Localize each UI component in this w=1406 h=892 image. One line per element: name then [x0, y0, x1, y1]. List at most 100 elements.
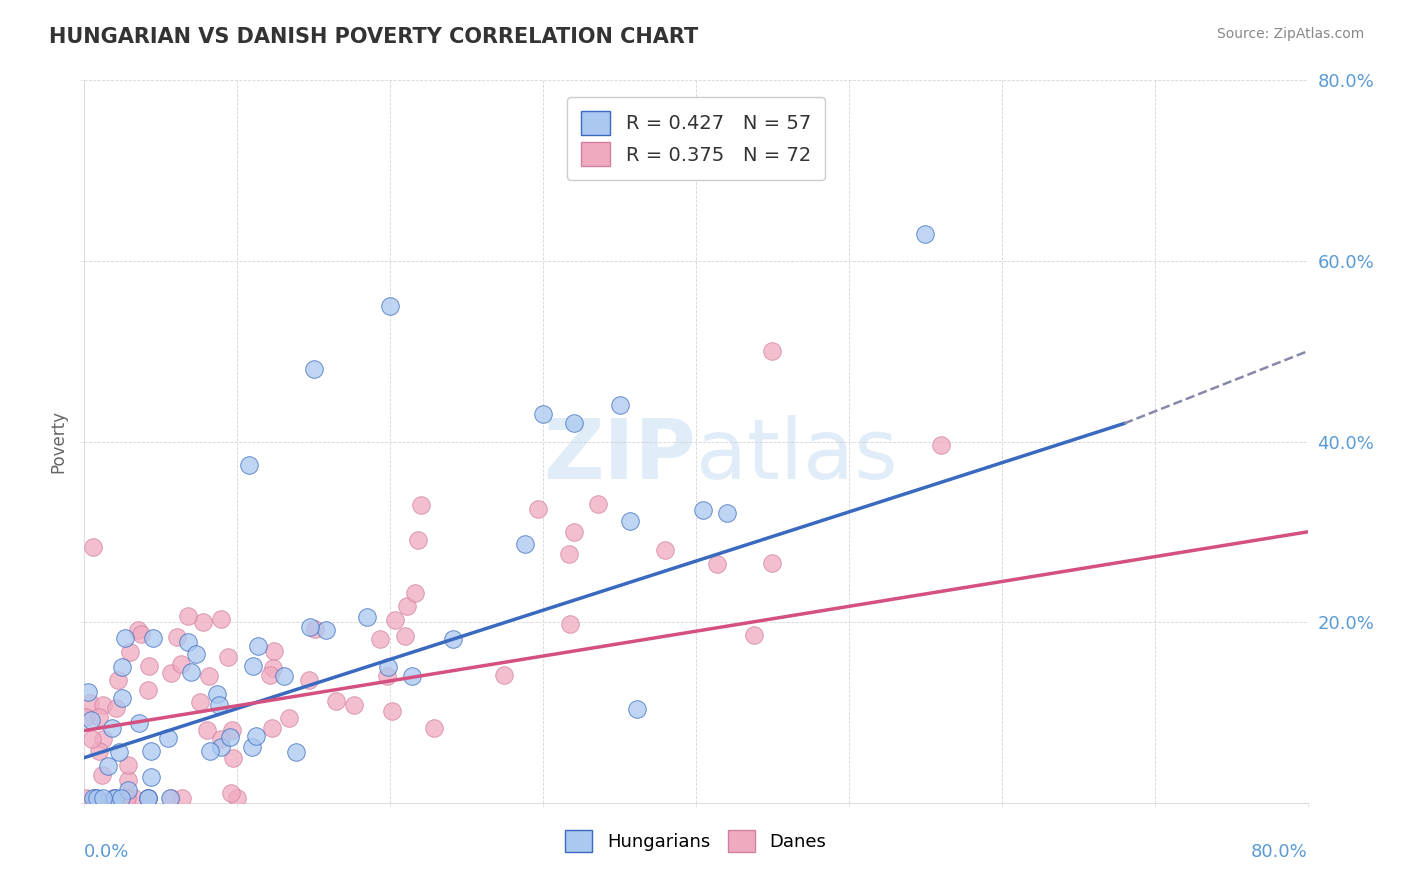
Point	[114, 631, 136, 645]
Point	[91, 731, 114, 746]
Point	[247, 639, 270, 653]
Point	[177, 634, 200, 648]
Point	[406, 533, 429, 548]
Point	[238, 458, 260, 473]
Point	[562, 417, 585, 431]
Point	[441, 632, 464, 646]
Point	[115, 791, 138, 805]
Point	[115, 791, 138, 805]
Point	[409, 498, 432, 512]
Point	[139, 744, 162, 758]
Point	[263, 643, 285, 657]
Point	[77, 685, 100, 699]
Point	[325, 694, 347, 708]
Point	[91, 791, 114, 805]
Point	[654, 542, 676, 557]
Point	[218, 730, 240, 744]
Point	[209, 612, 232, 626]
Point	[107, 673, 129, 687]
Point	[302, 362, 325, 376]
Point	[138, 658, 160, 673]
Point	[217, 649, 239, 664]
Point	[107, 745, 129, 759]
Point	[245, 729, 267, 743]
Point	[177, 608, 200, 623]
Point	[198, 744, 221, 758]
Point	[75, 710, 97, 724]
Point	[221, 751, 243, 765]
Point	[82, 731, 104, 746]
Point	[638, 163, 661, 178]
Point	[304, 622, 326, 636]
Point	[117, 757, 139, 772]
Point	[586, 497, 609, 511]
Point	[716, 506, 738, 520]
Point	[159, 791, 181, 805]
Text: Source: ZipAtlas.com: Source: ZipAtlas.com	[1216, 27, 1364, 41]
Legend: Hungarians, Danes: Hungarians, Danes	[558, 822, 834, 859]
Point	[260, 722, 283, 736]
Point	[262, 660, 284, 674]
Point	[368, 632, 391, 646]
Point	[136, 682, 159, 697]
Point	[315, 624, 337, 638]
Point	[380, 299, 402, 313]
Point	[219, 786, 242, 800]
Point	[91, 698, 114, 712]
Point	[97, 759, 120, 773]
Point	[84, 791, 107, 805]
Point	[82, 541, 104, 555]
Point	[166, 630, 188, 644]
Point	[128, 715, 150, 730]
Point	[205, 687, 228, 701]
Point	[198, 669, 221, 683]
Point	[91, 768, 114, 782]
Point	[129, 626, 152, 640]
Point	[384, 613, 406, 627]
Point	[188, 695, 211, 709]
Point	[626, 702, 648, 716]
Text: HUNGARIAN VS DANISH POVERTY CORRELATION CHART: HUNGARIAN VS DANISH POVERTY CORRELATION …	[49, 27, 699, 46]
Point	[136, 791, 159, 805]
Point	[101, 791, 124, 805]
Point	[377, 659, 399, 673]
Point	[299, 620, 322, 634]
Point	[75, 791, 97, 805]
Point	[139, 770, 162, 784]
Point	[297, 673, 319, 687]
Point	[259, 667, 281, 681]
Point	[609, 398, 631, 412]
Point	[136, 791, 159, 805]
Point	[79, 696, 101, 710]
Point	[278, 710, 301, 724]
Text: ZIP: ZIP	[544, 416, 696, 497]
Point	[226, 791, 249, 805]
Point	[761, 556, 783, 570]
Point	[184, 648, 207, 662]
Point	[142, 632, 165, 646]
Point	[356, 610, 378, 624]
Text: atlas: atlas	[696, 416, 897, 497]
Point	[706, 557, 728, 571]
Point	[180, 665, 202, 680]
Point	[273, 669, 295, 683]
Point	[122, 791, 145, 805]
Point	[394, 629, 416, 643]
Y-axis label: Poverty: Poverty	[49, 410, 67, 473]
Point	[396, 599, 419, 614]
Point	[117, 782, 139, 797]
Point	[513, 537, 536, 551]
Point	[117, 772, 139, 787]
Point	[494, 667, 516, 681]
Point	[381, 704, 404, 718]
Point	[401, 669, 423, 683]
Point	[160, 791, 183, 805]
Point	[170, 791, 193, 805]
Point	[89, 744, 111, 758]
Point	[221, 723, 243, 738]
Point	[742, 628, 765, 642]
Text: 80.0%: 80.0%	[1251, 843, 1308, 861]
Point	[619, 514, 641, 528]
Point	[110, 791, 132, 805]
Point	[105, 701, 128, 715]
